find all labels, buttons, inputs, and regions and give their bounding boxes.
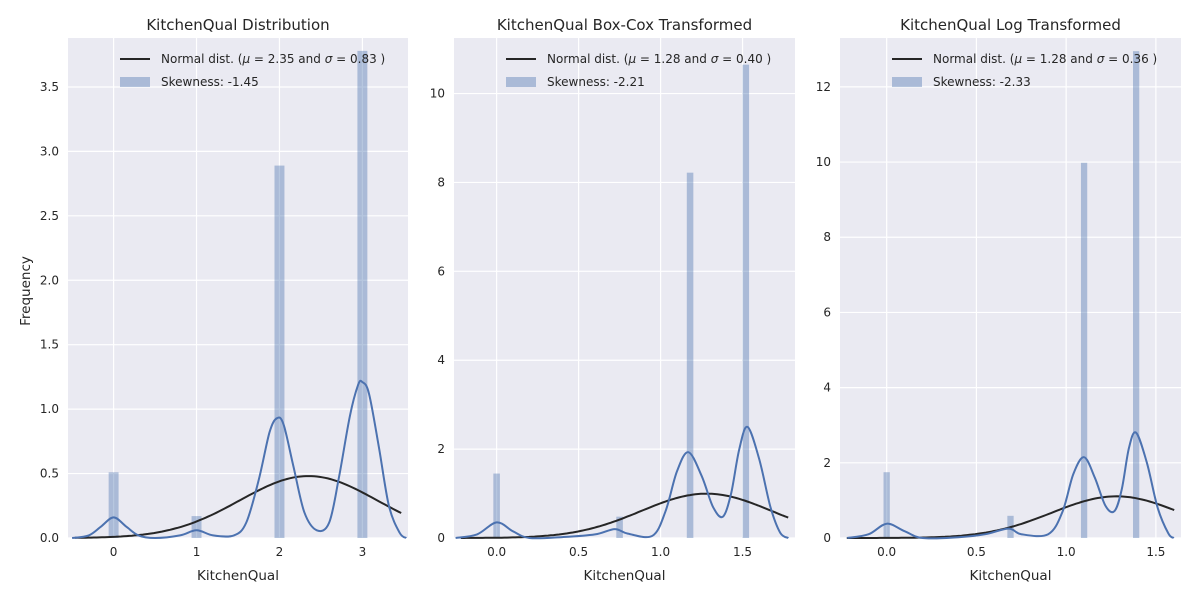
legend-skew-swatch xyxy=(120,77,150,87)
y-tick-label: 0 xyxy=(437,531,445,545)
histogram-bar xyxy=(493,473,500,538)
y-tick-label: 3.5 xyxy=(40,80,59,94)
x-tick-label: 1.0 xyxy=(651,545,670,559)
legend-skew-swatch xyxy=(892,77,922,87)
legend-skew-label: Skewness: -2.33 xyxy=(933,75,1031,89)
x-tick-label: 0 xyxy=(110,545,118,559)
histogram-bar xyxy=(1080,162,1088,539)
y-tick-label: 6 xyxy=(437,264,445,278)
legend-skew-label: Skewness: -2.21 xyxy=(547,75,645,89)
y-tick-label: 12 xyxy=(816,80,831,94)
plot-area xyxy=(840,38,1181,538)
y-tick-label: 2.5 xyxy=(40,209,59,223)
chart-title: KitchenQual Distribution xyxy=(146,16,329,34)
histogram-bar xyxy=(686,172,694,538)
x-tick-label: 0.5 xyxy=(967,545,986,559)
x-tick-label: 1 xyxy=(193,545,201,559)
chart-title: KitchenQual Log Transformed xyxy=(900,16,1121,34)
y-tick-label: 4 xyxy=(823,381,831,395)
histogram-bar xyxy=(357,50,368,538)
panel-boxcox: 0 2 4 6 8 10 0.0 0.5 1.0 1.5 KitchenQual Box-Cox T… xyxy=(430,16,795,584)
histogram-bar xyxy=(191,516,202,538)
y-tick-label: 6 xyxy=(823,305,831,319)
kde-curve xyxy=(71,379,407,540)
kde-curve xyxy=(847,431,1175,540)
x-tick-label: 0.0 xyxy=(487,545,506,559)
y-tick-label: 0 xyxy=(823,531,831,545)
plot-area xyxy=(68,38,408,538)
normal-dist-curve xyxy=(460,492,789,539)
y-tick-label: 8 xyxy=(437,175,445,189)
histogram-bar xyxy=(108,472,119,538)
panel-distribution: 0.0 0.5 1.0 1.5 2.0 2.5 3.0 3.5 0 1 2 3 KitchenQual … xyxy=(40,16,408,584)
legend-skew-label: Skewness: -1.45 xyxy=(161,75,259,89)
x-tick-label: 3 xyxy=(359,545,367,559)
legend-normal-label: Normal dist. (μ = 2.35 and σ = 0.83 ) xyxy=(161,52,385,66)
legend-skew-swatch xyxy=(506,77,536,87)
y-tick-label: 8 xyxy=(823,230,831,244)
x-tick-label: 1.0 xyxy=(1057,545,1076,559)
x-axis-label: KitchenQual xyxy=(970,568,1052,584)
panel-log: 0 2 4 6 8 10 12 0.0 0.5 1.0 1.5 KitchenQual Log Tra… xyxy=(816,16,1181,584)
x-tick-label: 1.5 xyxy=(733,545,752,559)
x-axis-label: KitchenQual xyxy=(584,568,666,584)
y-tick-label: 3.0 xyxy=(40,144,59,158)
y-tick-label: 2.0 xyxy=(40,273,59,287)
x-tick-label: 0.5 xyxy=(569,545,588,559)
y-tick-label: 0.5 xyxy=(40,467,59,481)
histogram-bar xyxy=(883,472,890,538)
x-tick-label: 2 xyxy=(276,545,284,559)
histogram-bar xyxy=(1132,51,1140,538)
y-tick-label: 4 xyxy=(437,353,445,367)
y-tick-label: 10 xyxy=(816,155,831,169)
histogram-bar xyxy=(274,165,285,538)
x-tick-label: 1.5 xyxy=(1146,545,1165,559)
x-tick-label: 0.0 xyxy=(877,545,896,559)
legend-normal-label: Normal dist. (μ = 1.28 and σ = 0.40 ) xyxy=(547,52,771,66)
y-tick-label: 2 xyxy=(823,456,831,470)
y-tick-label: 10 xyxy=(430,87,445,101)
normal-dist-curve xyxy=(74,475,402,539)
y-tick-label: 1.5 xyxy=(40,338,59,352)
y-tick-label: 2 xyxy=(437,442,445,456)
histogram-bar xyxy=(742,64,750,539)
histogram-bar xyxy=(616,516,623,538)
legend-normal-label: Normal dist. (μ = 1.28 and σ = 0.36 ) xyxy=(933,52,1157,66)
chart-title: KitchenQual Box-Cox Transformed xyxy=(497,16,752,34)
y-tick-label: 1.0 xyxy=(40,402,59,416)
y-axis-label: Frequency xyxy=(18,256,34,326)
kde-curve xyxy=(455,425,789,540)
x-axis-label: KitchenQual xyxy=(197,568,279,584)
y-tick-label: 0.0 xyxy=(40,531,59,545)
